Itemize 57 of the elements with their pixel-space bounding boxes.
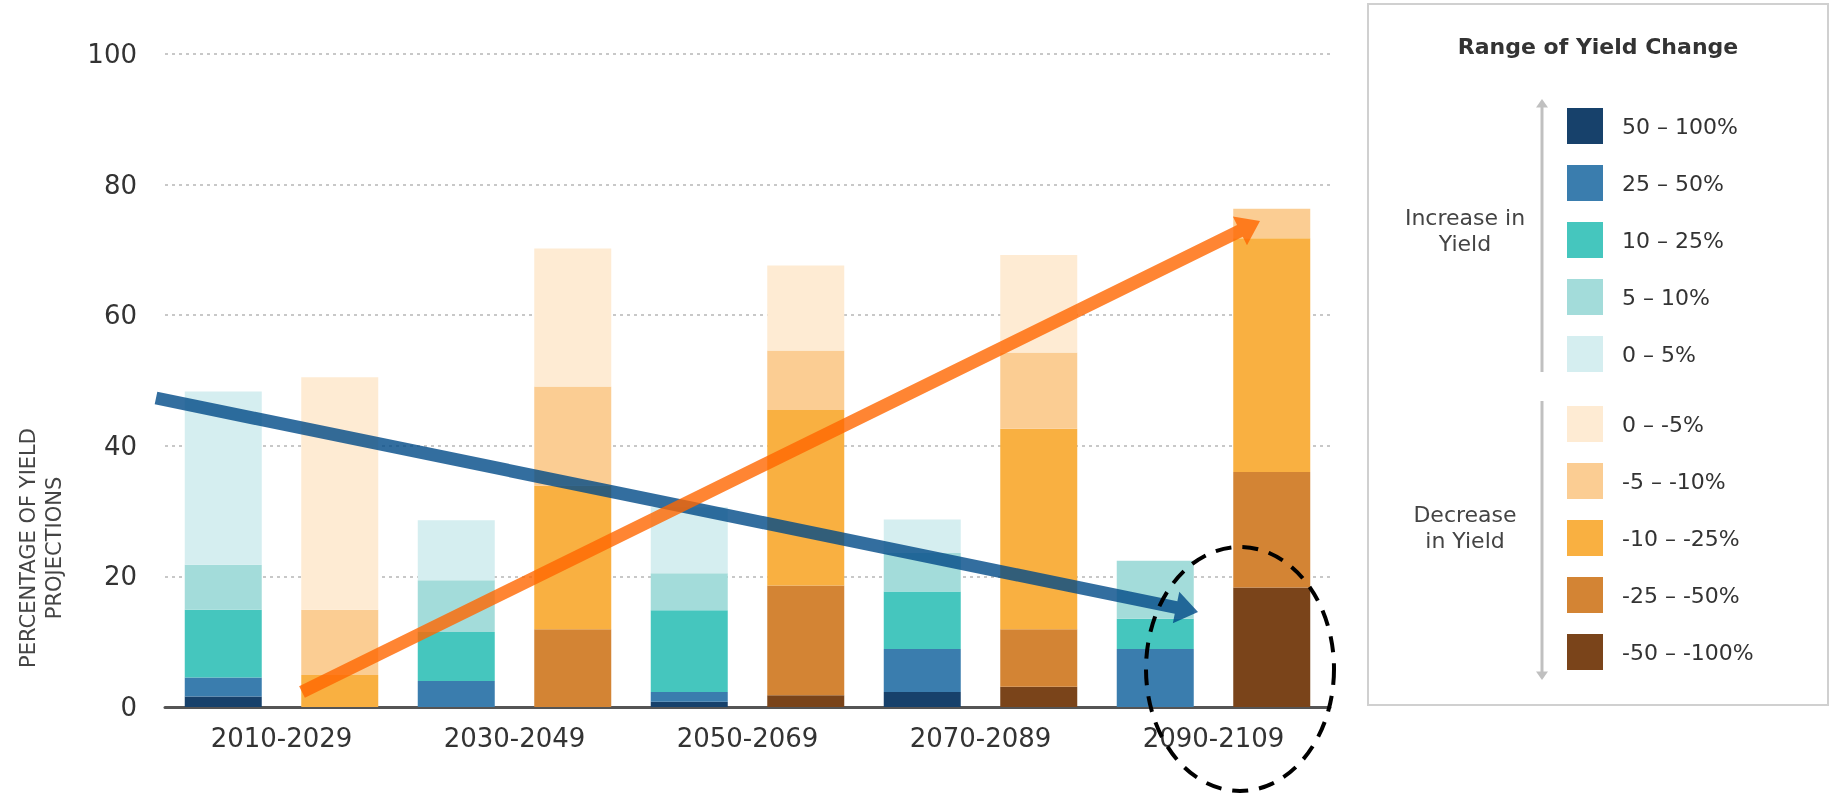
bar [767,695,845,707]
bar [417,520,495,581]
legend-label: 50 – 100% [1622,113,1738,139]
bar [650,610,728,692]
bar [650,701,728,707]
legend-label: -25 – -50% [1622,582,1740,608]
bar [184,391,262,565]
y-axis-title: PERCENTAGE OF YIELD PROJECTIONS [15,427,67,670]
y-tick-label: 40 [103,430,137,461]
bar [184,564,262,610]
bar [1116,648,1194,707]
bar [1000,629,1078,687]
y-tick-label: 0 [120,692,137,722]
bar [184,677,262,697]
bar [883,591,961,649]
legend-label: -10 – -25% [1622,525,1740,551]
text: Increase in Yield [1400,205,1530,257]
bar [883,691,961,707]
legend-label: 0 – -5% [1622,411,1704,437]
bar [184,609,262,678]
bar [1233,587,1311,707]
x-tick-label: 2010-2029 [210,723,353,753]
legend-label: 5 – 10% [1622,284,1710,310]
bar [650,691,728,702]
bar [650,573,728,611]
bar [883,648,961,692]
legend-label: 0 – 5% [1622,341,1696,367]
y-tick-label: 60 [103,300,137,331]
text: Decrease in Yield [1400,502,1530,554]
bar [767,350,845,410]
y-tick-label: 20 [103,561,137,592]
legend-label: 10 – 25% [1622,227,1724,253]
legend-label: -5 – -10% [1622,468,1726,494]
x-tick-label: 2050-2069 [676,723,819,753]
bar [1000,428,1078,630]
legend-title: Range of Yield Change [1456,34,1740,59]
bar [301,377,379,610]
bar [184,696,262,707]
bar [1000,352,1078,429]
bar [1000,686,1078,707]
bar [534,629,612,707]
y-tick-label: 100 [87,39,137,69]
bar [417,631,495,681]
bar [417,680,495,707]
x-tick-label: 2070-2089 [909,723,1052,753]
bar [1233,471,1311,588]
bar [767,265,845,351]
legend-label: -50 – -100% [1622,639,1754,665]
y-tick-label: 80 [103,169,137,200]
legend-label: 25 – 50% [1622,170,1724,196]
bar [767,585,845,696]
x-tick-label: 2090-2109 [1142,723,1285,753]
bar [1116,618,1194,649]
x-tick-label: 2030-2049 [443,723,586,753]
bar [1233,238,1311,472]
bar [534,248,612,387]
bar [534,386,612,486]
